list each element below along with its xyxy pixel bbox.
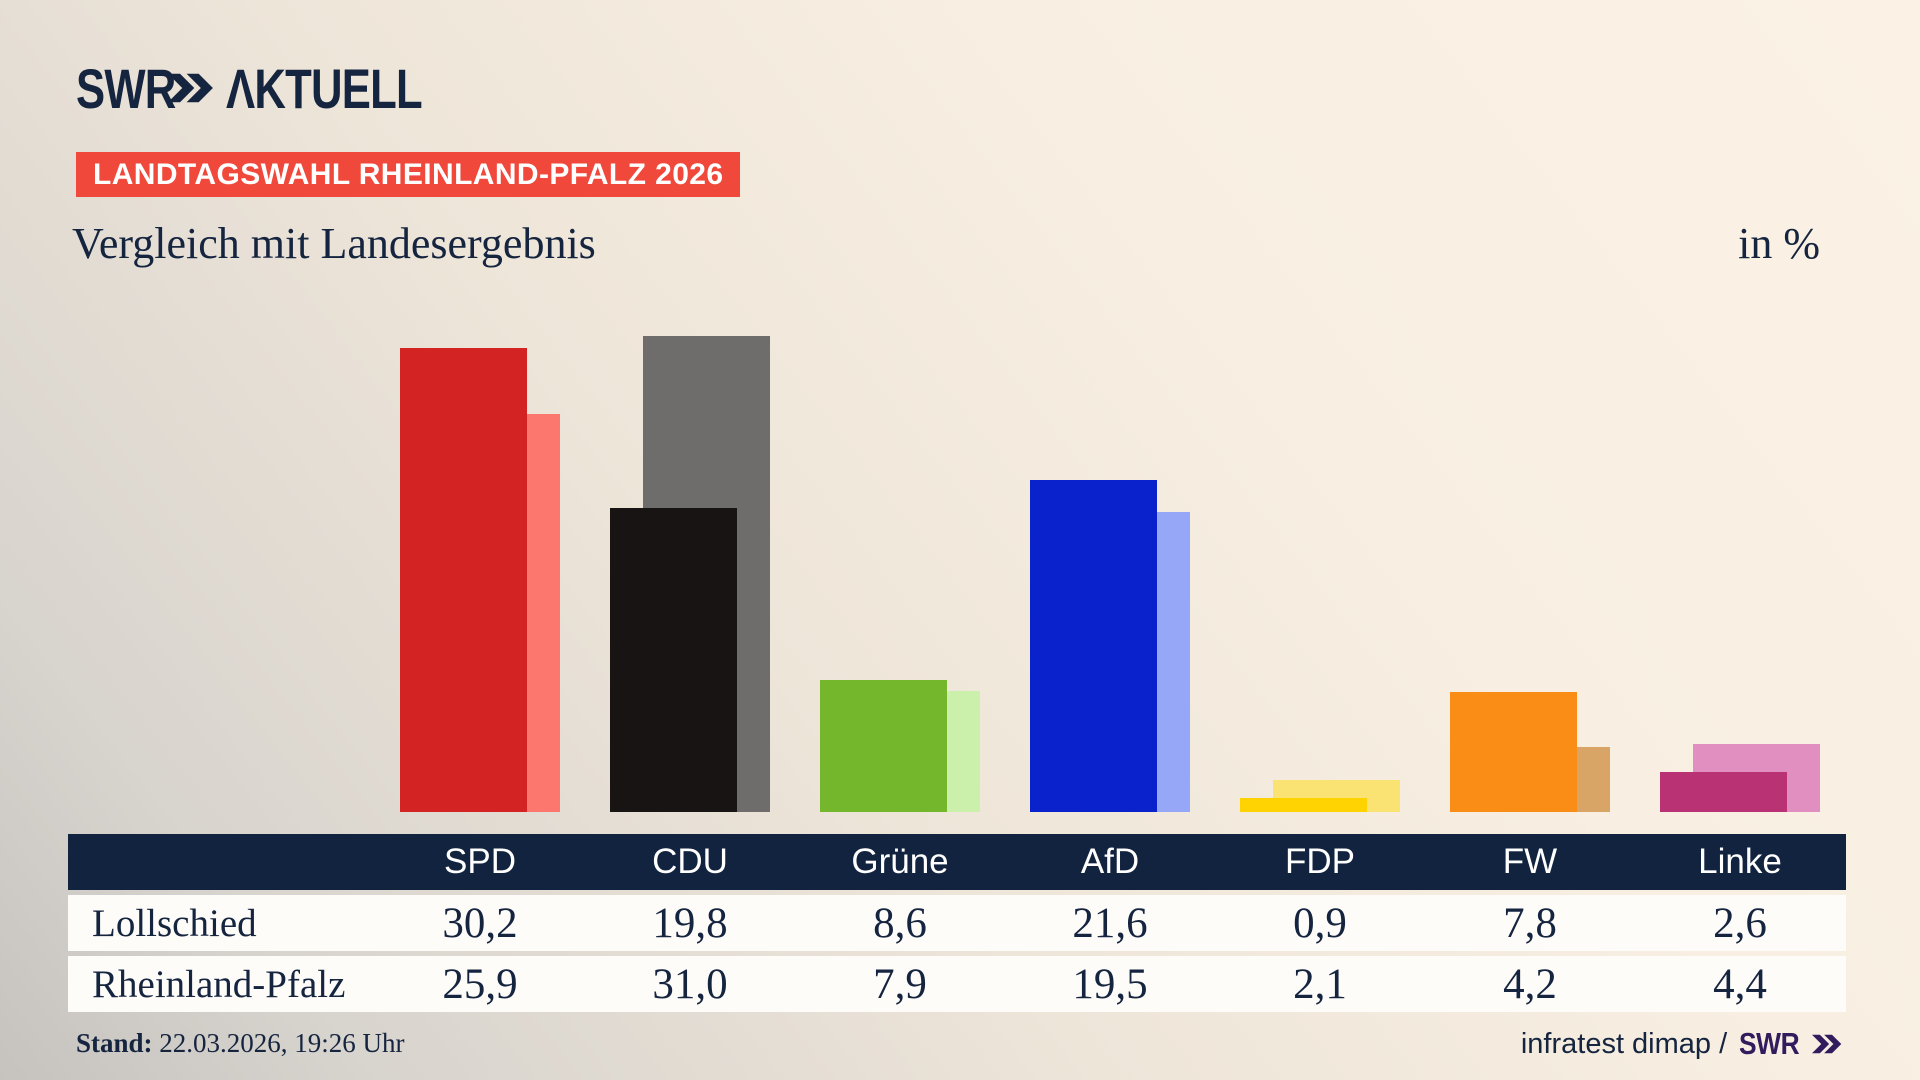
table-row-lollschied: Lollschied 30,2 19,8 8,6 21,6 0,9 7,8 2,6 xyxy=(68,895,1846,951)
stand-value: 22.03.2026, 19:26 Uhr xyxy=(159,1028,405,1058)
source-swr-logo: SWR xyxy=(1739,1026,1842,1062)
table-cell-grüne: 8,6 xyxy=(873,899,927,947)
election-badge: LANDTAGSWAHL RHEINLAND-PFALZ 2026 xyxy=(76,152,741,197)
table-header-party-fw: FW xyxy=(1502,842,1558,881)
row-label: Rheinland-Pfalz xyxy=(92,962,346,1006)
stand-label: Stand: xyxy=(76,1028,153,1058)
chart-title: Vergleich mit Landesergebnis xyxy=(72,219,596,268)
bar-lollschied-fdp xyxy=(1240,798,1367,812)
source-swr-text: SWR xyxy=(1739,1026,1800,1061)
bar-group-fw xyxy=(1450,0,1610,812)
table-cell-fw: 4,2 xyxy=(1503,960,1557,1008)
table-cell-linke: 2,6 xyxy=(1713,899,1767,947)
bar-lollschied-cdu xyxy=(610,508,737,812)
table-header-party-spd: SPD xyxy=(444,842,516,881)
logo-aktuell-text: ΛKTUELL xyxy=(226,56,423,120)
bar-lollschied-linke xyxy=(1660,772,1787,812)
table-cell-cdu: 31,0 xyxy=(652,960,728,1008)
table-cell-fdp: 2,1 xyxy=(1293,960,1347,1008)
bar-lollschied-grüne xyxy=(820,680,947,812)
source-text: infratest dimap / xyxy=(1520,1027,1728,1060)
table-cell-linke: 4,4 xyxy=(1713,960,1767,1008)
table-cell-fdp: 0,9 xyxy=(1293,899,1347,947)
swr-chevrons-icon xyxy=(1812,1034,1842,1054)
table-cell-afd: 21,6 xyxy=(1072,899,1148,947)
bar-group-cdu xyxy=(610,0,770,812)
bar-lollschied-spd xyxy=(400,348,527,812)
table-header-row: SPD CDU Grüne AfD FDP FW Linke xyxy=(68,834,1846,890)
table-cell-cdu: 19,8 xyxy=(652,899,728,947)
row-label: Lollschied xyxy=(92,901,257,945)
table-cell-fw: 7,8 xyxy=(1503,899,1557,947)
table-cell-spd: 30,2 xyxy=(442,899,518,947)
bar-group-grüne xyxy=(820,0,980,812)
bar-chart xyxy=(400,0,1820,812)
table-cell-grüne: 7,9 xyxy=(873,960,927,1008)
bar-group-linke xyxy=(1660,0,1820,812)
bar-group-spd xyxy=(400,0,560,812)
table-header-party-fdp: FDP xyxy=(1285,842,1355,881)
table-cell-afd: 19,5 xyxy=(1072,960,1148,1008)
table-header-party-afd: AfD xyxy=(1080,842,1140,881)
unit-label: in % xyxy=(1738,219,1820,268)
swr-aktuell-logo: SWR ΛKTUELL xyxy=(76,57,477,120)
bar-group-fdp xyxy=(1240,0,1400,812)
table-header-party-linke: Linke xyxy=(1698,842,1782,881)
table-header-party-grüne: Grüne xyxy=(851,842,949,881)
source-attribution: infratest dimap / SWR xyxy=(1521,1026,1842,1062)
swr-chevrons-icon xyxy=(168,73,213,103)
table-header-party-cdu: CDU xyxy=(652,842,728,881)
logo-swr-text: SWR xyxy=(76,56,176,120)
timestamp: Stand: 22.03.2026, 19:26 Uhr xyxy=(76,1028,405,1059)
bar-lollschied-afd xyxy=(1030,480,1157,812)
bar-group-afd xyxy=(1030,0,1190,812)
table-cell-spd: 25,9 xyxy=(442,960,518,1008)
table-row-rheinland-pfalz: Rheinland-Pfalz 25,9 31,0 7,9 19,5 2,1 4,2 4,4 xyxy=(68,956,1846,1012)
bar-lollschied-fw xyxy=(1450,692,1577,812)
